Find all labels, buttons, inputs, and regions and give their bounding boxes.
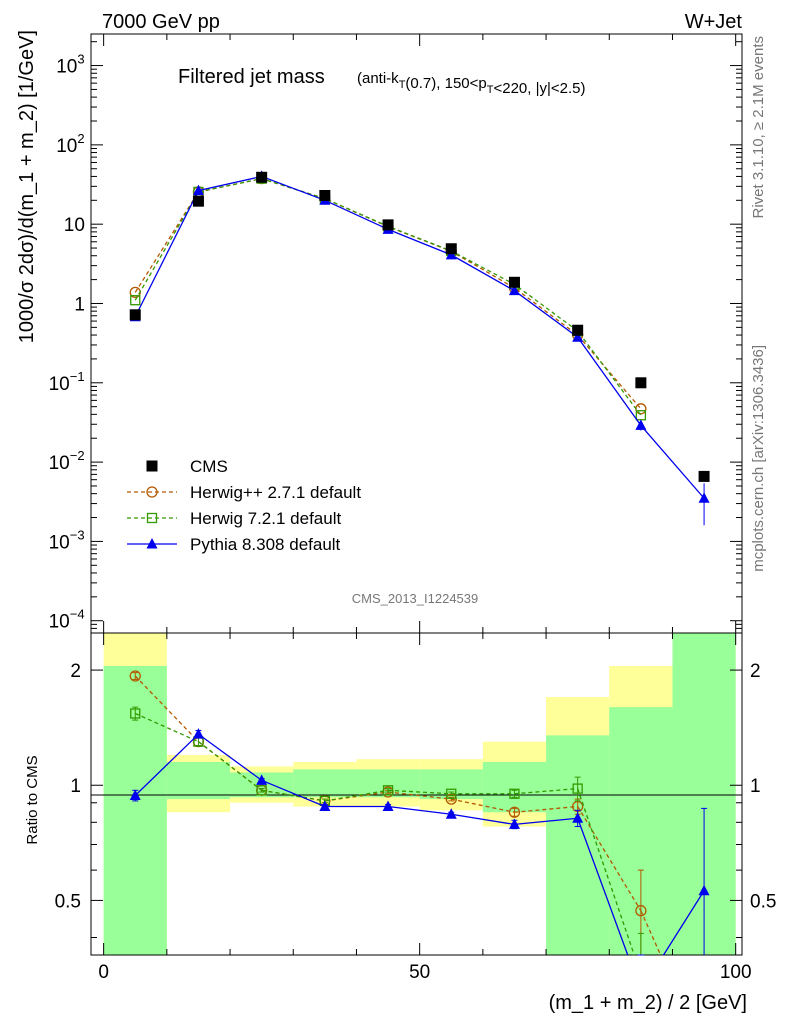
ratio-point-pythia — [698, 884, 710, 896]
main-series-line-herwig — [134, 177, 642, 410]
ratio-y-tick-label: 2 — [70, 661, 81, 682]
main-y-tick-label: 1 — [74, 294, 85, 315]
legend-label: CMS — [190, 457, 228, 476]
legend-marker — [146, 538, 158, 549]
main-point-herwig — [130, 295, 141, 306]
ratio-series-line-herwig — [134, 712, 635, 956]
main-point-cms — [508, 276, 520, 288]
main-point-pythia — [698, 492, 710, 503]
ratio-point-pythia — [508, 818, 520, 829]
ratio-y-axis: 0.5 0.5 1 1 2 2 — [55, 661, 776, 938]
legend-label: Herwig 7.2.1 default — [190, 509, 341, 528]
main-point-cms — [192, 195, 204, 207]
ratio-y-tick-label: 1 — [70, 776, 81, 797]
ratio-point-herwig — [572, 783, 583, 794]
main-series-line-pythia — [134, 175, 705, 499]
header-left: 7000 GeV pp — [102, 11, 220, 33]
legend: CMS Herwig++ 2.7.1 default Herwig 7.2.1 de… — [127, 457, 361, 554]
main-y-tick-label: 102 — [56, 131, 84, 157]
main-y-tick-label: 10−1 — [49, 369, 85, 395]
ratio-y-tick-label-right: 1 — [750, 776, 761, 797]
main-point-pythia — [192, 184, 204, 196]
ratio-point-pythia — [256, 774, 268, 785]
ratio-point-herwig — [130, 708, 141, 719]
main-point-cms — [382, 219, 394, 231]
chart-subtitle: (anti-kT(0.7), 150<pT<220, |y|<2.5) — [357, 70, 586, 97]
main-point-cms — [129, 309, 141, 321]
x-tick-label: 50 — [409, 962, 430, 983]
y-axis-label-ratio: Ratio to CMS — [24, 755, 41, 844]
x-axis-label: (m_1 + m_2) / 2 [GeV] — [549, 992, 747, 1014]
main-y-tick-label: 10−4 — [49, 607, 85, 633]
ratio-plot-series — [129, 670, 710, 956]
main-plot-series — [129, 170, 710, 526]
main-y-tick-label: 10−2 — [49, 448, 85, 474]
ratio-point-pythia — [382, 800, 394, 811]
legend-label: Herwig++ 2.7.1 default — [190, 483, 361, 502]
ratio-series-line-pythia — [134, 733, 705, 956]
ratio-point-pythia — [572, 812, 584, 823]
ratio-frame — [90, 632, 743, 956]
ratio-point-herwig — [256, 785, 267, 796]
ratio-point-herwig — [446, 788, 457, 799]
ratio-y-tick-label: 0.5 — [55, 891, 81, 912]
ratio-band-green — [546, 735, 610, 955]
side-label-mcplots: mcplots.cern.ch [arXiv:1306.3436] — [750, 345, 767, 572]
main-point-cms — [635, 377, 647, 389]
ratio-point-herwig — [508, 806, 521, 818]
main-point-pythia — [572, 331, 584, 342]
header-right: W+Jet — [685, 11, 743, 33]
ratio-point-herwig — [382, 785, 394, 796]
main-point-pythia — [508, 284, 520, 296]
main-point-cms — [256, 171, 268, 183]
main-series-line-herwig — [134, 177, 642, 416]
ratio-point-pythia — [129, 789, 141, 801]
x-axis: 0 50 100 — [98, 34, 752, 983]
main-y-axis: 10−4 10−3 10−2 10−1 1 10 102 103 — [49, 41, 742, 634]
ratio-band-green — [166, 762, 231, 800]
main-y-tick-label: 10 — [64, 215, 85, 236]
ratio-point-herwig — [635, 905, 647, 917]
legend-marker — [146, 512, 158, 524]
watermark: CMS_2013_I1224539 — [352, 591, 479, 606]
ratio-band-green — [293, 769, 357, 798]
main-y-tick-label: 103 — [56, 52, 84, 78]
y-axis-label-main: 1000/σ 2dσ)/d(m_1 + m_2) [1/GeV] — [16, 30, 38, 343]
side-label-rivet: Rivet 3.1.10, ≥ 2.1M events — [750, 36, 767, 219]
ratio-band-green — [482, 762, 547, 813]
x-tick-label: 100 — [720, 962, 752, 983]
legend-marker — [146, 486, 158, 498]
ratio-series-line-herwig — [134, 675, 662, 956]
ratio-y-tick-label-right: 0.5 — [750, 891, 776, 912]
ratio-point-pythia — [445, 808, 457, 819]
main-point-cms — [698, 470, 710, 482]
main-point-cms — [445, 243, 457, 255]
ratio-point-herwig — [509, 788, 520, 799]
main-point-pythia — [635, 419, 647, 430]
chart-title: Filtered jet mass — [178, 66, 325, 88]
main-frame — [90, 33, 743, 634]
main-point-herwig — [635, 403, 647, 415]
main-point-cms — [319, 189, 331, 201]
ratio-y-tick-label-right: 2 — [750, 661, 761, 682]
ratio-point-pythia — [319, 800, 331, 811]
main-y-tick-label: 10−3 — [49, 527, 85, 553]
ratio-point-pythia — [192, 728, 204, 739]
ratio-point-herwig — [129, 670, 141, 682]
legend-marker — [146, 460, 158, 472]
main-point-cms — [572, 324, 584, 336]
legend-label: Pythia 8.308 default — [190, 535, 341, 554]
x-tick-label: 0 — [98, 962, 109, 983]
